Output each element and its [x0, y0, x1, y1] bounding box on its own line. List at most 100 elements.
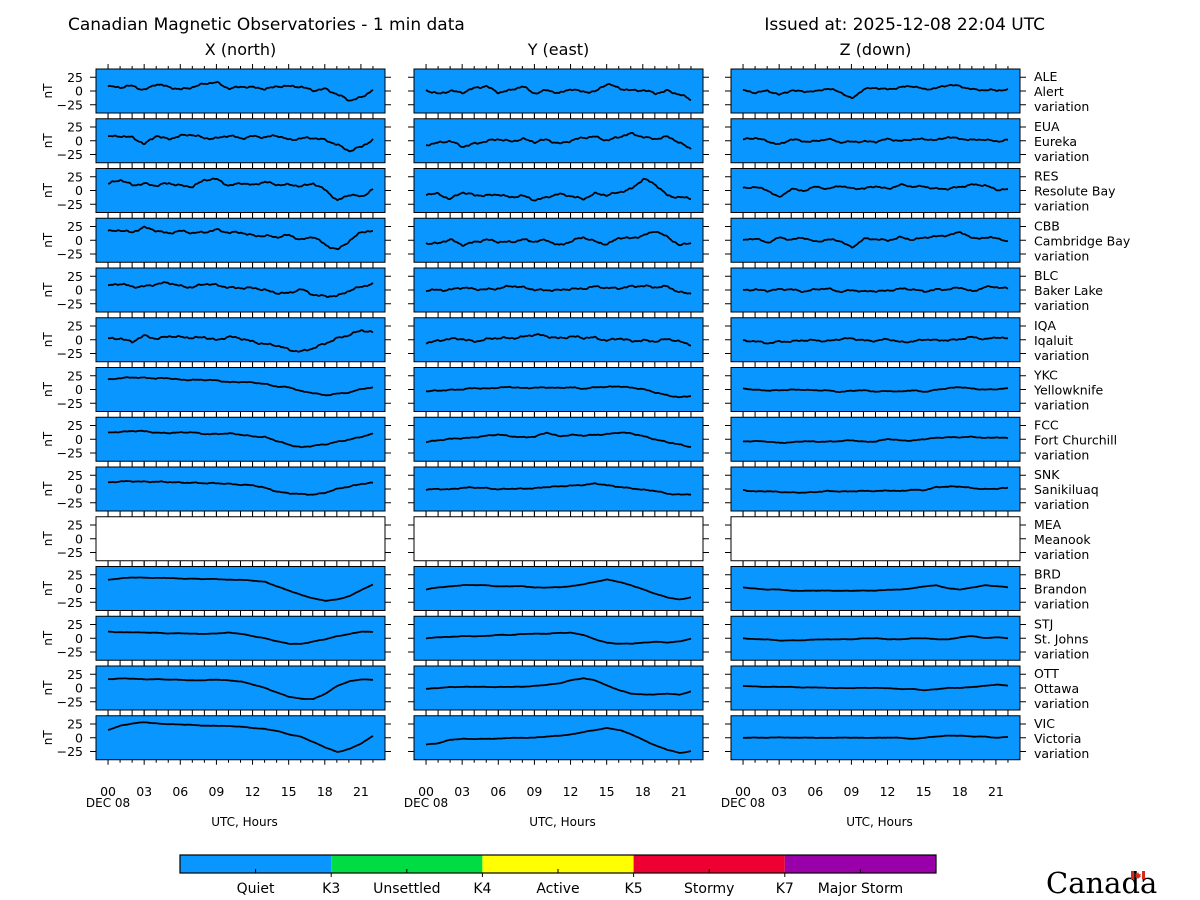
y-tick-label: −25	[57, 645, 83, 660]
activity-background	[731, 118, 1020, 163]
trace-line	[425, 482, 692, 496]
trace-line	[742, 734, 1009, 740]
trace-line	[742, 584, 1009, 592]
y-tick-label: −25	[57, 346, 83, 361]
figure-title: Canadian Magnetic Observatories - 1 min …	[68, 15, 465, 35]
panel-res-x	[90, 163, 391, 218]
station-variation-label: variation	[1034, 597, 1089, 612]
y-unit-label: nT	[41, 332, 55, 348]
x-date-label: DEC 08	[86, 796, 130, 810]
station-variation-label: variation	[1034, 149, 1089, 164]
station-name: Baker Lake	[1034, 283, 1103, 298]
trace-line	[425, 578, 692, 601]
station-name: Cambridge Bay	[1034, 233, 1131, 248]
trace-line	[742, 335, 1009, 345]
x-tick-label: 15	[281, 784, 297, 799]
y-tick-label: −25	[57, 396, 83, 411]
legend-threshold: K5	[625, 881, 643, 897]
station-variation-label: variation	[1034, 696, 1089, 711]
y-tick-label: 0	[75, 681, 83, 696]
x-tick-label: 03	[771, 784, 787, 799]
panel-mea-z	[725, 511, 1026, 566]
y-unit-label: nT	[41, 83, 55, 99]
panel-brd-z	[725, 561, 1026, 616]
activity-background	[731, 516, 1020, 561]
trace-line	[107, 480, 374, 496]
y-tick-label: 25	[67, 567, 83, 582]
legend-swatch-major-storm	[784, 855, 936, 873]
panel-ykc-y	[408, 362, 709, 417]
station-name: Sanikiluaq	[1034, 482, 1099, 497]
panel-iqa-x	[90, 312, 391, 367]
y-tick-label: 0	[75, 233, 83, 248]
panel-blc-x	[90, 263, 391, 317]
trace-line	[742, 386, 1009, 393]
y-tick-label: 0	[75, 133, 83, 148]
activity-background	[96, 367, 385, 412]
station-name: Fort Churchill	[1034, 432, 1117, 447]
panel-res-y	[408, 163, 709, 218]
y-unit-label: nT	[41, 580, 55, 596]
y-tick-label: 25	[67, 518, 83, 533]
station-variation-label: variation	[1034, 248, 1089, 263]
y-tick-label: 25	[67, 169, 83, 184]
panel-fcc-z	[725, 412, 1026, 467]
trace-line	[743, 136, 1009, 145]
trace-line	[742, 285, 1009, 294]
panel-stj-z	[725, 611, 1026, 666]
y-tick-label: −25	[57, 595, 83, 610]
station-name: Ottawa	[1034, 681, 1079, 696]
y-tick-label: −25	[57, 296, 83, 311]
x-tick-label: 18	[635, 784, 651, 799]
station-code: VIC	[1034, 716, 1055, 731]
y-tick-label: 0	[75, 581, 83, 596]
activity-background	[96, 516, 385, 561]
trace-line	[425, 83, 692, 101]
activity-background	[731, 417, 1020, 462]
trace-line	[743, 435, 1009, 444]
x-date-label: DEC 08	[404, 796, 448, 810]
station-code: CBB	[1034, 218, 1060, 233]
x-tick-label: 06	[807, 784, 823, 799]
station-row	[90, 710, 1026, 765]
activity-background	[414, 516, 703, 561]
trace-line	[425, 727, 692, 754]
station-code: STJ	[1034, 616, 1053, 631]
activity-background	[96, 218, 385, 263]
activity-background	[96, 69, 385, 113]
trace-line	[425, 333, 692, 347]
activity-background	[96, 566, 385, 611]
panel-stj-y	[408, 611, 709, 666]
activity-background	[414, 715, 703, 760]
activity-legend: Quiet Unsettled Active Stormy Major Storm K3 K…	[179, 854, 937, 897]
activity-background	[414, 566, 703, 611]
legend-label: Unsettled	[373, 881, 440, 897]
y-unit-label: nT	[41, 531, 55, 547]
x-date-label: DEC 08	[721, 796, 765, 810]
trace-line	[743, 635, 1008, 642]
y-tick-label: 0	[75, 730, 83, 745]
trace-line	[426, 385, 692, 399]
legend-frame	[179, 854, 937, 874]
legend-swatch-quiet	[180, 855, 332, 873]
x-axis-title: UTC, Hours	[846, 815, 913, 829]
trace-line	[743, 485, 1008, 494]
trace-line	[425, 284, 692, 295]
y-unit-label: nT	[41, 232, 55, 248]
activity-background	[96, 118, 385, 163]
station-name: St. Johns	[1034, 631, 1088, 646]
panel-ykc-x	[90, 362, 391, 417]
y-unit-label: nT	[41, 431, 55, 447]
panel-iqa-z	[725, 312, 1026, 367]
column-headers: X (north) Y (east) Z (down)	[205, 40, 912, 59]
panel-blc-z	[725, 263, 1026, 317]
activity-background	[414, 666, 703, 710]
x-axis-z: 00 03 06 09 12 15 18 21 DEC 08 UTC, Hours	[721, 784, 1004, 829]
panel-fcc-x	[90, 412, 391, 467]
panel-ott-y	[408, 661, 709, 715]
station-variation-label: variation	[1034, 447, 1089, 462]
trace-line	[426, 131, 692, 150]
panel-res-z	[725, 163, 1026, 218]
legend-label: Major Storm	[818, 881, 903, 897]
panel-cbb-x	[90, 213, 391, 268]
